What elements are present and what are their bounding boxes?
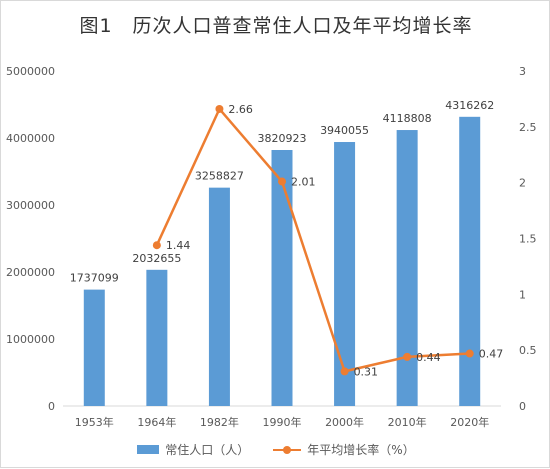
bar-data-label: 4316262 [445,99,494,112]
x-tick-label: 1964年 [137,415,176,429]
x-tick-label: 1982年 [200,415,239,429]
y-right-tick-label: 0.5 [519,344,537,357]
bar-data-label: 4118808 [383,112,432,125]
line-data-label: 0.47 [479,348,504,361]
bar [146,269,168,406]
line-point [465,349,474,358]
y-left-tick-label: 5000000 [6,65,55,78]
growth-rate-line [155,107,470,373]
bar [83,289,105,406]
legend-item-growth-rate: 年平均增长率（%） [273,441,415,458]
line-point [278,177,286,186]
x-tick-label: 1953年 [75,415,114,429]
bar [208,187,230,406]
line-point [215,104,224,113]
y-left-tick-label: 1000000 [6,333,55,346]
bar-data-label: 3820923 [258,132,307,145]
y-right-tick-label: 1.5 [519,233,537,246]
y-right-tick-label: 2 [519,177,526,190]
y-left-tick-label: 2000000 [6,266,55,279]
y-right-tick-label: 0 [519,400,526,413]
y-right-tick-label: 2.5 [519,121,537,134]
bar [459,116,481,406]
chart-title: 图1 历次人口普查常住人口及年平均增长率 [79,15,473,37]
legend: 常住人口（人） 年平均增长率（%） [1,441,550,458]
bar [334,142,356,407]
line-data-label: 2.66 [228,103,253,116]
x-tick-label: 2000年 [325,415,364,429]
legend-item-population: 常住人口（人） [137,441,249,458]
legend-label-population: 常住人口（人） [165,443,250,457]
y-left-tick-label: 0 [48,400,55,413]
legend-label-growth-rate: 年平均增长率（%） [307,443,415,457]
line-data-label: 1.44 [166,239,191,252]
y-left-tick-label: 3000000 [6,199,55,212]
bar-data-label: 3258827 [195,170,244,183]
bar-data-label: 3940055 [320,124,369,137]
line-data-label: 2.01 [291,176,316,189]
bar-data-label: 1737099 [70,272,119,285]
line-data-label: 0.44 [416,351,441,364]
x-tick-label: 2020年 [450,415,489,429]
line-point [152,241,161,250]
x-tick-label: 1990年 [263,415,302,429]
legend-swatch-bar [137,445,160,454]
y-right-tick-label: 3 [519,65,526,78]
bar [396,130,418,407]
line-point [403,352,412,361]
x-tick-label: 2010年 [388,415,427,429]
line-point [340,367,349,376]
line-data-label: 0.31 [354,365,379,378]
legend-swatch-line [273,445,302,455]
y-right-tick-label: 1 [519,288,526,301]
bar-data-label: 2032655 [132,252,181,265]
bar [271,149,293,406]
y-left-tick-label: 4000000 [6,132,55,145]
